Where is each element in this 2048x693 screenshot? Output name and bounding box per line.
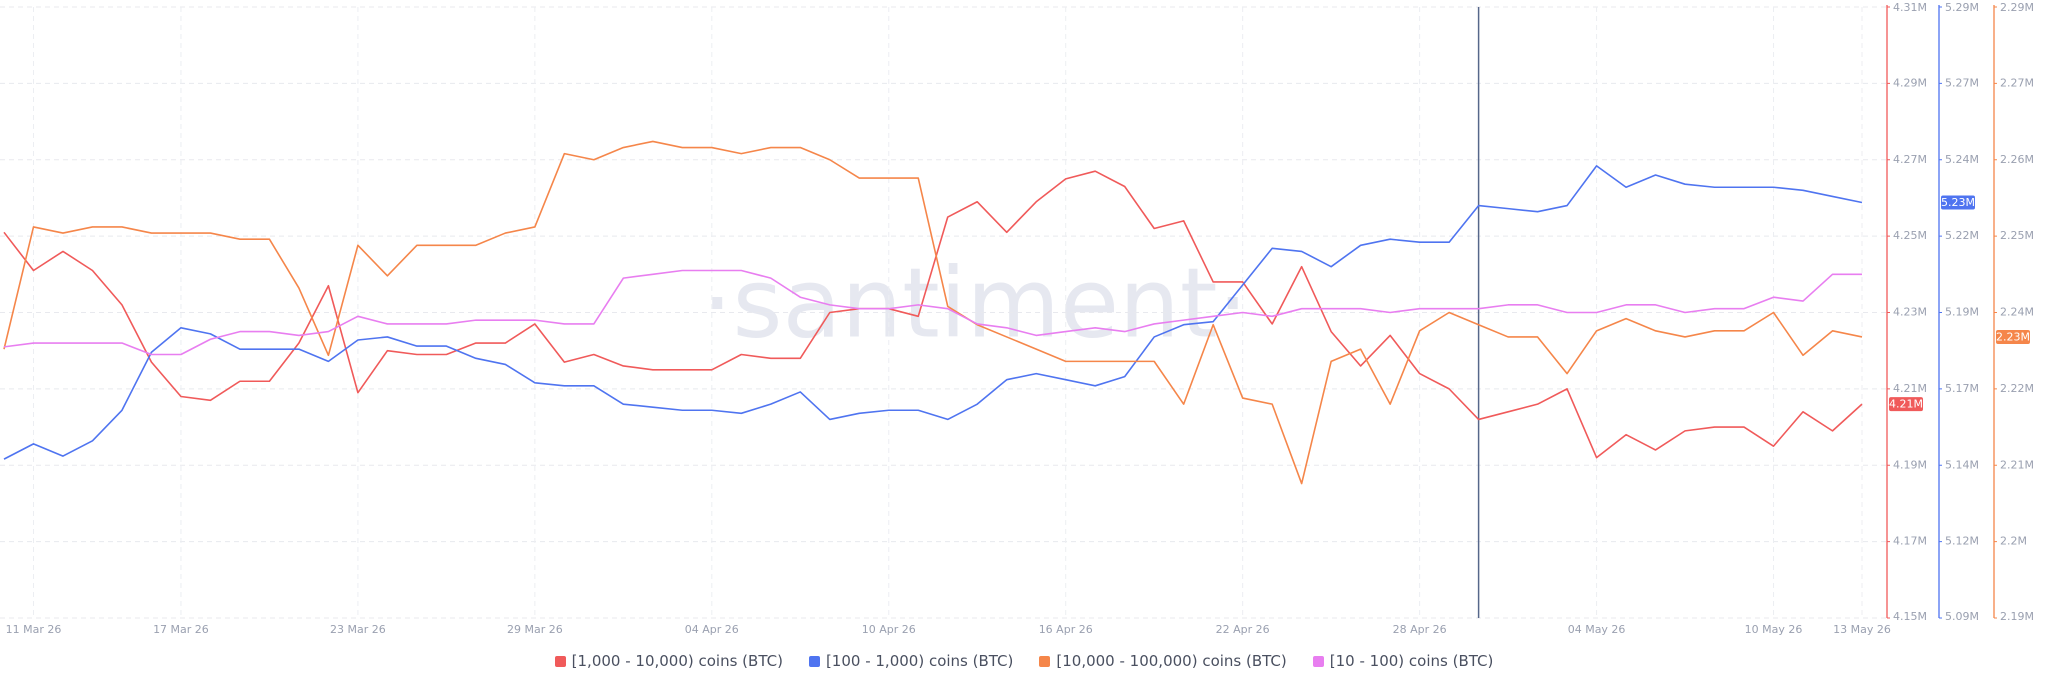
y-tick-label: 4.17M	[1893, 535, 1927, 548]
watermark: ·santiment·	[702, 247, 1248, 359]
y-tick-label: 4.31M	[1893, 1, 1927, 14]
y-tick-label: 2.19M	[2000, 610, 2034, 623]
value-badge	[1996, 329, 2030, 344]
x-tick-label: 23 Mar 26	[330, 623, 386, 636]
legend-swatch	[1039, 655, 1051, 667]
chart: ·santiment· 4.31M 4.29M 4.27M 4.25M 4.23M 4.2…	[0, 1, 2034, 636]
series-line	[3, 170, 1863, 459]
value-badge	[1889, 397, 1923, 412]
legend-label: [10,000 - 100,000) coins (BTC)	[1056, 652, 1287, 670]
y-tick-label: 2.27M	[2000, 76, 2034, 89]
y-tick-label: 5.24M	[1945, 153, 1979, 166]
x-tick-label: 13 May 26	[1833, 623, 1891, 636]
y-tick-label: 2.26M	[2000, 153, 2034, 166]
legend-swatch	[808, 655, 820, 667]
y-tick-label: 2.24M	[2000, 306, 2034, 319]
y-tick-label: 4.27M	[1893, 153, 1927, 166]
value-badge	[1941, 195, 1975, 210]
y-tick-label: 2.25M	[2000, 229, 2034, 242]
legend-swatch	[1312, 655, 1324, 667]
x-tick-label: 04 Apr 26	[685, 623, 739, 636]
legend-label: [100 - 1,000) coins (BTC)	[825, 652, 1014, 670]
y-tick-label: 4.21M	[1893, 382, 1927, 395]
legend-item[interactable]: [1,000 - 10,000) coins (BTC)	[554, 652, 783, 670]
y-tick-label: 5.14M	[1945, 458, 1979, 471]
y-tick-label: 5.17M	[1945, 382, 1979, 395]
y-tick-label: 2.21M	[2000, 458, 2034, 471]
x-tick-label: 10 May 26	[1745, 623, 1803, 636]
x-tick-label: 17 Mar 26	[153, 623, 209, 636]
series-line	[3, 269, 1862, 356]
x-tick-label: 28 Apr 26	[1393, 623, 1447, 636]
y-tick-label: 2.2M	[2000, 535, 2027, 548]
y-tick-label: 5.09M	[1945, 610, 1979, 623]
x-tick-label: 16 Apr 26	[1039, 623, 1093, 636]
value-badge-label: 5.23M	[1941, 196, 1975, 209]
y-tick-label: 5.19M	[1945, 306, 1979, 319]
y-tick-label: 4.25M	[1893, 229, 1927, 242]
y-tick-label: 4.15M	[1893, 610, 1927, 623]
y-tick-label: 5.12M	[1945, 535, 1979, 548]
legend-label: [10 - 100) coins (BTC)	[1329, 652, 1494, 670]
y-tick-label: 2.29M	[2000, 1, 2034, 14]
value-badge-label: 2.23M	[1996, 330, 2030, 343]
y-tick-label: 4.23M	[1893, 306, 1927, 319]
x-tick-label: 11 Mar 26	[6, 623, 62, 636]
legend-item[interactable]: [10,000 - 100,000) coins (BTC)	[1039, 652, 1287, 670]
x-tick-label: 10 Apr 26	[862, 623, 916, 636]
y-tick-label: 4.19M	[1893, 458, 1927, 471]
x-tick-label: 29 Mar 26	[507, 623, 563, 636]
series-line	[3, 165, 1863, 460]
y-tick-label: 5.27M	[1945, 76, 1979, 89]
y-tick-label: 4.29M	[1893, 76, 1927, 89]
legend-item[interactable]: [100 - 1,000) coins (BTC)	[808, 652, 1014, 670]
legend-label: [1,000 - 10,000) coins (BTC)	[571, 652, 783, 670]
series-line	[3, 140, 1863, 485]
x-tick-label: 04 May 26	[1568, 623, 1626, 636]
y-tick-label: 5.22M	[1945, 229, 1979, 242]
y-tick-label: 5.29M	[1945, 1, 1979, 14]
x-tick-label: 22 Apr 26	[1216, 623, 1270, 636]
legend: [1,000 - 10,000) coins (BTC) [100 - 1,000…	[0, 652, 2048, 670]
y-tick-label: 2.22M	[2000, 382, 2034, 395]
legend-item[interactable]: [10 - 100) coins (BTC)	[1312, 652, 1494, 670]
value-badge-label: 4.21M	[1889, 398, 1923, 411]
legend-swatch	[554, 655, 566, 667]
